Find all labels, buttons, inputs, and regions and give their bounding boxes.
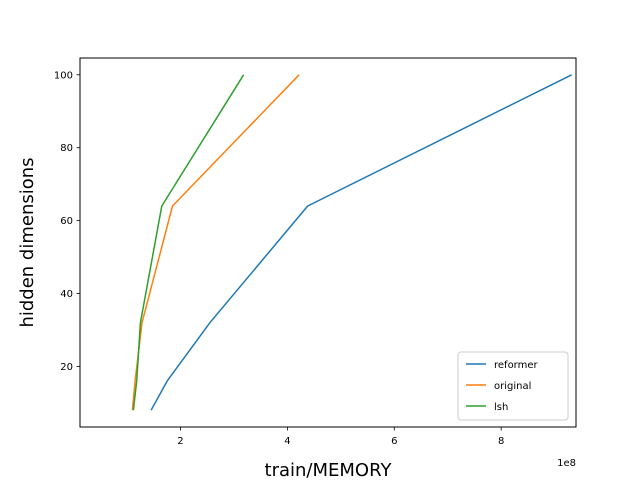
- x-tick-label: 4: [284, 436, 290, 447]
- y-tick-label: 80: [60, 143, 73, 154]
- legend-label-lsh: lsh: [494, 402, 508, 413]
- legend-label-original: original: [494, 381, 531, 392]
- x-tick-label: 8: [498, 436, 504, 447]
- legend-box: [457, 351, 569, 421]
- series-lines: [131, 74, 573, 411]
- y-tick-label: 40: [60, 289, 73, 300]
- legend-label-reformer: reformer: [494, 360, 539, 371]
- plot-frame: [79, 57, 577, 428]
- series-line-reformer: [150, 74, 573, 411]
- y-axis-label: hidden dimensions: [17, 157, 38, 327]
- series-line-lsh: [132, 74, 245, 411]
- x-axis-ticks: 2 4 6 8: [177, 427, 504, 447]
- x-axis-multiplier: 1e8: [557, 458, 576, 469]
- x-tick-label: 6: [391, 436, 397, 447]
- legend: reformer original lsh: [457, 351, 569, 421]
- series-line-original: [131, 74, 300, 411]
- y-tick-label: 100: [54, 70, 73, 81]
- y-tick-label: 60: [60, 216, 73, 227]
- x-axis-label: train/MEMORY: [265, 460, 393, 480]
- x-tick-label: 2: [177, 436, 183, 447]
- y-tick-label: 20: [60, 362, 73, 373]
- y-axis-ticks: 20 40 60 80 100: [54, 70, 80, 373]
